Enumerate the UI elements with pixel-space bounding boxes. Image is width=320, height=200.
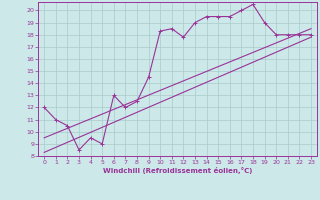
X-axis label: Windchill (Refroidissement éolien,°C): Windchill (Refroidissement éolien,°C) [103,167,252,174]
